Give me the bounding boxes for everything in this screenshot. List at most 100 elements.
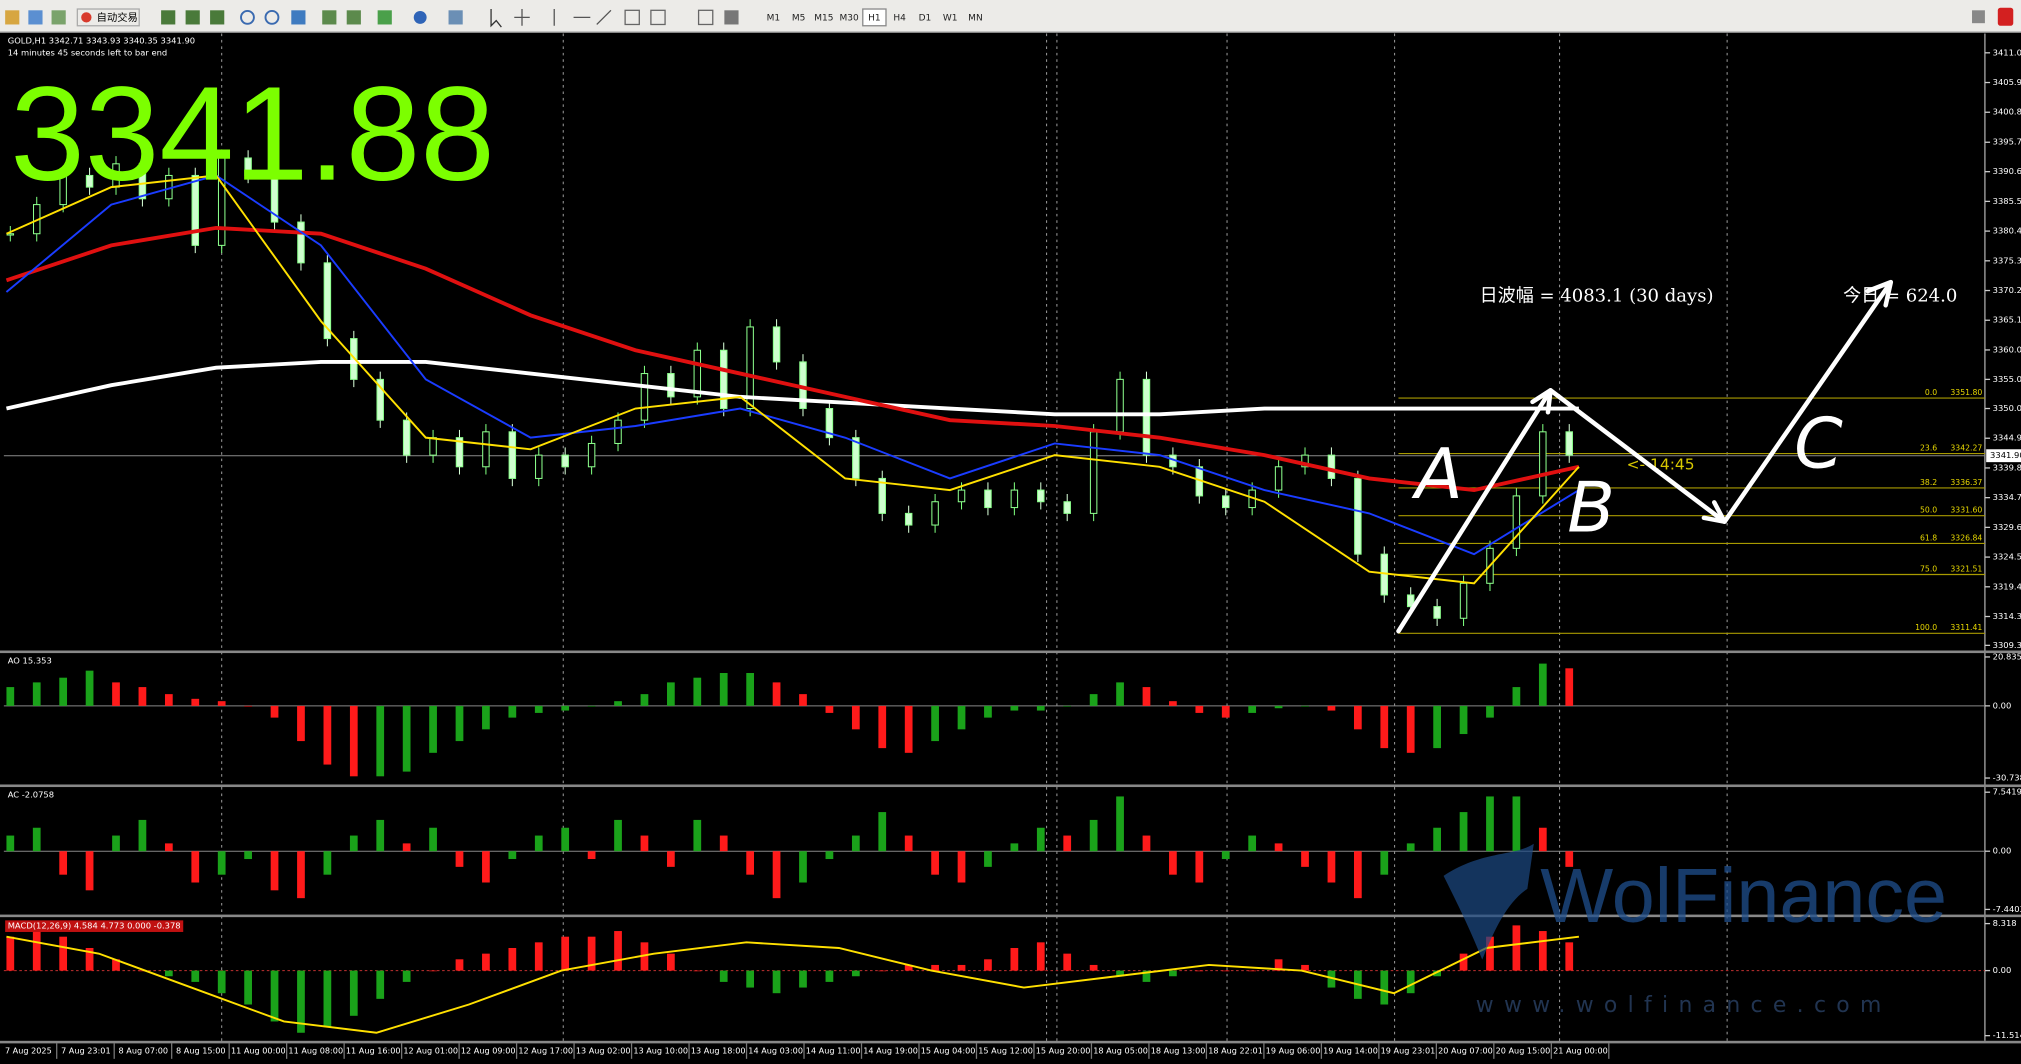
histogram-bar [429, 970, 437, 972]
histogram-bar [1301, 851, 1309, 867]
panel-separator [0, 650, 2021, 654]
candle [1539, 431, 1547, 497]
histogram-bar [244, 970, 252, 1005]
histogram-bar [191, 851, 200, 883]
icon[interactable] [413, 10, 427, 24]
y-tick-label: 3334.70 [1993, 492, 2021, 502]
y-tick-label: 3405.95 [1993, 77, 2021, 87]
timeframe-button[interactable]: MN [968, 14, 983, 24]
zoom-in[interactable] [240, 9, 255, 25]
y-tick-label: 3370.25 [1993, 285, 2021, 295]
histogram-bar [297, 705, 305, 742]
histogram-bar [1486, 705, 1494, 718]
candle [852, 437, 860, 479]
histogram-bar [1538, 663, 1547, 706]
histogram-bar [1195, 970, 1204, 972]
icon[interactable] [724, 10, 739, 25]
annotation-arrowhead [1701, 500, 1727, 524]
timeframe-button[interactable]: H1 [868, 14, 881, 24]
y-tick-label: 3355.00 [1993, 374, 2021, 384]
timeframe-button[interactable]: H4 [893, 14, 906, 24]
histogram-bar [376, 705, 385, 777]
y-tick-label: 7.5419 [1993, 787, 2021, 797]
x-tick-label: 11 Aug 16:00 [346, 1046, 401, 1056]
histogram-bar [1406, 843, 1415, 852]
icon[interactable] [1972, 10, 1985, 24]
icon[interactable] [185, 10, 200, 25]
histogram-bar [1116, 970, 1124, 977]
x-tick-label: 18 Aug 05:00 [1093, 1046, 1148, 1056]
icon[interactable] [1997, 7, 2014, 26]
histogram-bar [85, 947, 94, 971]
histogram-bar [402, 705, 411, 772]
zoom-out[interactable] [264, 9, 280, 25]
icon[interactable] [5, 10, 20, 25]
icon[interactable] [210, 10, 225, 25]
timeframe-button[interactable]: M1 [767, 14, 781, 24]
icon[interactable] [377, 10, 392, 25]
crosshair-tool[interactable] [514, 9, 530, 26]
indicator-label-bg [5, 655, 55, 667]
y-tick-label: 3314.30 [1993, 611, 2021, 621]
histogram-bar [1301, 964, 1309, 971]
histogram-bar [508, 851, 517, 860]
histogram-bar [1274, 843, 1283, 852]
candle [1274, 466, 1283, 491]
histogram-bar [904, 964, 913, 971]
icon[interactable] [697, 9, 714, 26]
histogram-bar [1063, 705, 1072, 707]
histogram-bar [614, 931, 622, 971]
icon[interactable] [624, 9, 640, 26]
icon[interactable] [51, 10, 66, 25]
icon[interactable] [650, 9, 666, 26]
histogram-bar [6, 936, 15, 971]
annotation-letter: A [1411, 434, 1463, 515]
cursor-tool[interactable] [490, 9, 502, 28]
icon[interactable] [346, 10, 361, 25]
histogram-bar [1512, 925, 1521, 971]
timeframe-button[interactable]: M5 [792, 14, 806, 24]
x-tick-label: 7 Aug 2025 [5, 1046, 52, 1056]
candle [957, 489, 966, 503]
timeframe-button[interactable]: M15 [814, 14, 833, 24]
histogram-bar [191, 698, 200, 706]
candle [1354, 477, 1362, 555]
histogram-bar [1010, 843, 1019, 852]
candle [1142, 378, 1151, 456]
line-tools[interactable] [553, 9, 612, 26]
candle [1565, 431, 1573, 456]
timeframe-button[interactable]: M30 [840, 14, 859, 24]
histogram-bar [217, 701, 226, 706]
y-tick-label: 3400.85 [1993, 107, 2021, 117]
histogram-bar [138, 819, 147, 852]
x-tick-label: 11 Aug 08:00 [288, 1046, 343, 1056]
y-tick-label: 3309.35 [1993, 640, 2021, 650]
icon[interactable] [322, 10, 337, 25]
histogram-bar [825, 705, 834, 713]
candle [772, 326, 781, 363]
histogram-bar [1010, 705, 1019, 711]
histogram-bar [851, 970, 860, 977]
current-price-label: 3341.90 [1990, 450, 2021, 460]
histogram-bar [931, 705, 939, 742]
x-tick-label: 13 Aug 18:00 [691, 1046, 746, 1056]
timeframe-button[interactable]: W1 [943, 14, 958, 24]
icon[interactable] [28, 10, 43, 25]
auto-trade-label: 自动交易 [97, 11, 138, 24]
icon[interactable] [161, 10, 176, 25]
y-tick-label: 8.318 [1993, 918, 2017, 928]
indicator-label-bg [5, 920, 184, 932]
icon[interactable] [448, 10, 463, 25]
candle [746, 326, 754, 410]
histogram-bar [693, 819, 702, 852]
signal-line [6, 935, 1580, 1034]
icon[interactable] [291, 10, 306, 25]
histogram-bar [1565, 942, 1574, 971]
x-tick-label: 8 Aug 15:00 [176, 1046, 226, 1056]
histogram-bar [297, 970, 305, 1033]
histogram-bar [1353, 705, 1362, 730]
timeframe-button[interactable]: D1 [919, 14, 932, 24]
auto-trade-button[interactable] [76, 8, 140, 27]
panel-separator [0, 914, 2021, 918]
histogram-bar [878, 812, 887, 852]
